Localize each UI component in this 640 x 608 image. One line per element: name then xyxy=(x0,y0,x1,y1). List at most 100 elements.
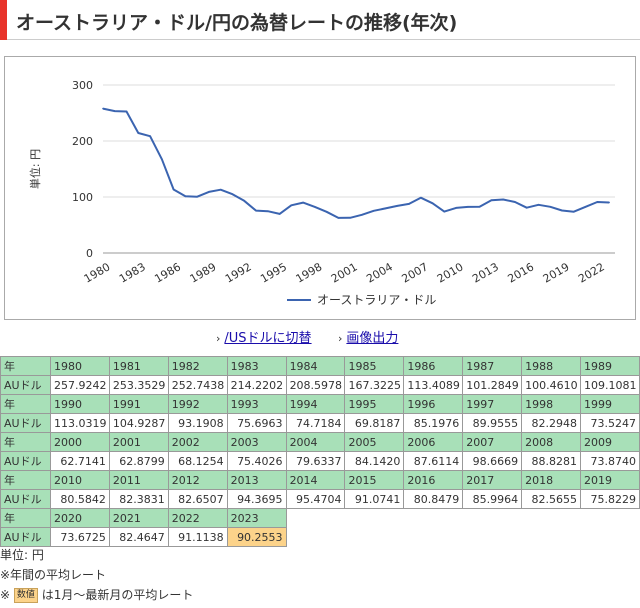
data-point xyxy=(219,188,222,191)
data-point xyxy=(302,201,304,204)
data-point xyxy=(361,214,363,216)
year-label-cell: 年 xyxy=(0,508,51,528)
rate-cell: 93.1908 xyxy=(167,413,228,433)
year-cell: 2014 xyxy=(285,470,346,490)
rate-cell: 87.6114 xyxy=(403,451,464,471)
data-point xyxy=(396,205,399,207)
legend-label: オーストラリア・ドル xyxy=(317,293,436,307)
year-cell: 2001 xyxy=(108,432,169,452)
year-cell: 2005 xyxy=(344,432,405,452)
rate-cell: 100.4610 xyxy=(521,375,582,395)
year-cell: 1995 xyxy=(344,394,405,414)
year-cell: 1992 xyxy=(167,394,228,414)
year-cell: 2012 xyxy=(167,470,228,490)
data-point xyxy=(184,195,187,198)
year-cell: 1987 xyxy=(462,356,523,376)
image-output-link[interactable]: › 画像出力 xyxy=(338,327,398,346)
currency-label-cell: AUドル xyxy=(0,375,51,395)
title-bar: オーストラリア・ドル/円の為替レートの推移(年次) xyxy=(0,0,640,40)
data-point xyxy=(102,107,104,110)
rate-cell: 90.2553 xyxy=(226,527,287,547)
rate-cell: 73.8740 xyxy=(580,451,640,471)
year-cell: 2007 xyxy=(462,432,523,452)
rate-cell: 79.6337 xyxy=(285,451,346,471)
year-cell: 2002 xyxy=(167,432,228,452)
data-point xyxy=(431,202,434,205)
value-row: AUドル 257.9242 253.3529 252.7438 214.2202 208.… xyxy=(0,375,640,395)
data-point xyxy=(172,188,175,191)
empty-cell xyxy=(462,508,522,528)
year-label-cell: 年 xyxy=(0,356,51,376)
data-point xyxy=(419,196,422,199)
year-cell: 1999 xyxy=(580,394,640,414)
year-label-cell: 年 xyxy=(0,470,51,490)
data-point xyxy=(337,217,340,219)
year-row: 年 2010 2011 2012 2013 2014 2015 2016 2017 2018 201… xyxy=(0,470,640,490)
year-cell: 1981 xyxy=(108,356,169,376)
latest-note-prefix: ※ xyxy=(0,588,11,602)
rate-cell: 167.3225 xyxy=(344,375,405,395)
x-tick-label: 1983 xyxy=(117,260,148,285)
data-point xyxy=(525,206,528,209)
x-tick-label: 2004 xyxy=(364,260,395,285)
rate-cell: 91.1138 xyxy=(167,527,228,547)
empty-cell xyxy=(521,527,581,547)
chevron-right-icon: › xyxy=(338,332,343,345)
notes: 単位: 円 ※年間の平均レート ※ 数値 は1月～最新月の平均レート xyxy=(0,545,193,605)
rate-cell: 94.3695 xyxy=(226,489,287,509)
rates-table: 年 1980 1981 1982 1983 1984 1985 1986 1987 1988 198… xyxy=(0,356,640,547)
rate-cell: 85.1976 xyxy=(403,413,464,433)
currency-label-cell: AUドル xyxy=(0,451,51,471)
rate-cell: 62.7141 xyxy=(50,451,110,471)
rate-cell: 89.9555 xyxy=(462,413,523,433)
switch-usd-label: /USドルに切替 xyxy=(224,331,312,346)
data-point xyxy=(608,201,610,204)
empty-cell xyxy=(344,527,404,547)
empty-cell xyxy=(521,508,581,528)
year-cell: 2020 xyxy=(50,508,110,528)
data-point xyxy=(314,206,316,208)
year-cell: 2018 xyxy=(521,470,582,490)
year-cell: 2000 xyxy=(50,432,110,452)
year-cell: 2023 xyxy=(226,508,287,528)
empty-cell xyxy=(286,527,345,547)
chart-links: ›/USドルに切替 › 画像出力 xyxy=(0,327,640,347)
data-point xyxy=(549,205,552,208)
data-point xyxy=(125,110,128,113)
x-tick-label: 1998 xyxy=(294,260,325,285)
x-tick-label: 2022 xyxy=(576,260,607,285)
year-cell: 1986 xyxy=(403,356,464,376)
year-row: 年 2020 2021 2022 2023 xyxy=(0,508,640,528)
currency-label-cell: AUドル xyxy=(0,527,51,547)
x-tick-label: 2016 xyxy=(505,260,536,285)
value-row: AUドル 80.5842 82.3831 82.6507 94.3695 95.4704 9… xyxy=(0,489,640,509)
data-point xyxy=(325,211,328,213)
rate-cell: 252.7438 xyxy=(167,375,228,395)
data-point xyxy=(537,204,540,206)
x-tick-label: 2007 xyxy=(400,260,431,285)
year-row: 年 1980 1981 1982 1983 1984 1985 1986 1987 1988 198… xyxy=(0,356,640,376)
annual-note: ※年間の平均レート xyxy=(0,568,107,582)
rate-cell: 253.3529 xyxy=(108,375,169,395)
switch-usd-link[interactable]: ›/USドルに切替 xyxy=(216,327,312,346)
year-cell: 2009 xyxy=(580,432,640,452)
y-axis-title: 単位: 円 xyxy=(28,149,42,189)
x-tick-label: 1995 xyxy=(258,260,289,285)
x-tick-label: 1986 xyxy=(152,260,183,285)
data-point xyxy=(196,195,198,198)
latest-note-text: は1月～最新月の平均レート xyxy=(41,588,194,602)
year-cell: 1997 xyxy=(462,394,523,414)
highlight-badge: 数値 xyxy=(13,588,38,603)
data-point xyxy=(161,158,163,161)
rate-cell: 74.7184 xyxy=(285,413,346,433)
data-point xyxy=(490,199,493,201)
year-cell: 1993 xyxy=(226,394,287,414)
year-cell: 2011 xyxy=(108,470,169,490)
year-label-cell: 年 xyxy=(0,394,51,414)
data-point xyxy=(596,201,599,203)
rate-cell: 214.2202 xyxy=(226,375,287,395)
year-cell: 2015 xyxy=(344,470,405,490)
rate-cell: 75.6963 xyxy=(226,413,287,433)
year-cell: 2008 xyxy=(521,432,582,452)
y-tick-label: 100 xyxy=(72,191,93,204)
